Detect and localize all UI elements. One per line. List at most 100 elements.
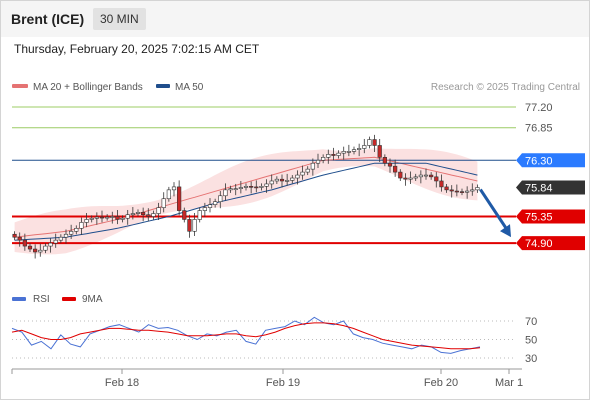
- candle-body: [423, 174, 429, 177]
- candle-body: [43, 245, 48, 251]
- candle-body: [115, 216, 120, 220]
- candle: [449, 185, 454, 198]
- candle: [38, 243, 43, 257]
- candle-body: [207, 204, 213, 208]
- candle: [63, 229, 69, 244]
- ma20-legend-swatch: [12, 84, 28, 88]
- candle: [254, 180, 259, 193]
- candle-body: [439, 180, 444, 188]
- candle: [161, 192, 166, 213]
- candle-body: [177, 186, 182, 211]
- candle: [459, 188, 465, 196]
- ma50-line: [14, 162, 478, 241]
- candle-body: [79, 222, 84, 229]
- candle-body: [454, 190, 459, 193]
- candle-body: [336, 152, 341, 156]
- candle-body: [418, 174, 423, 178]
- candle-body: [33, 248, 38, 253]
- candle: [125, 209, 130, 225]
- candle: [429, 172, 434, 180]
- candle-body: [120, 217, 125, 220]
- candle: [146, 208, 151, 222]
- rsi-legend-label: RSI: [33, 294, 50, 305]
- candle-body: [156, 207, 161, 214]
- candle: [326, 149, 331, 164]
- candle: [279, 174, 285, 188]
- candle: [151, 210, 156, 220]
- ma20-legend-label: MA 20 + Bollinger Bands: [33, 82, 143, 93]
- rsi-tick-label: 50: [525, 335, 537, 347]
- candle: [53, 233, 58, 248]
- candle-body: [84, 219, 89, 223]
- candle-body: [17, 236, 22, 241]
- candle: [17, 232, 22, 247]
- candle: [43, 243, 48, 254]
- level-value: 74.90: [525, 238, 553, 250]
- candle: [315, 153, 321, 168]
- candle: [470, 183, 475, 196]
- candle: [413, 173, 418, 181]
- candle: [22, 233, 27, 251]
- candle-body: [110, 216, 115, 218]
- candle-body: [22, 239, 27, 247]
- candle-body: [362, 145, 367, 149]
- candle: [310, 158, 315, 176]
- candle: [341, 146, 346, 160]
- level-tag: [516, 153, 585, 168]
- candle-body: [197, 210, 202, 220]
- candle: [434, 172, 439, 188]
- level-value: 77.20: [525, 102, 553, 114]
- candle: [27, 243, 33, 252]
- candle-body: [470, 189, 475, 192]
- candle: [269, 174, 274, 189]
- candle: [218, 191, 223, 209]
- candle: [408, 171, 413, 184]
- candle: [362, 138, 367, 154]
- candle-body: [274, 178, 279, 182]
- candle-body: [213, 201, 218, 205]
- candle-body: [27, 245, 33, 250]
- candle-body: [300, 171, 305, 176]
- candle: [357, 143, 362, 157]
- candle-body: [259, 186, 264, 188]
- candle: [238, 180, 243, 194]
- candle: [387, 158, 393, 173]
- level-tag: [516, 209, 585, 224]
- candle-body: [382, 157, 387, 164]
- candle: [300, 165, 305, 180]
- candle-body: [459, 191, 465, 193]
- candle-body: [249, 186, 254, 188]
- candle: [105, 214, 110, 221]
- candle: [367, 136, 372, 149]
- candle-body: [279, 178, 285, 182]
- ma9-legend-label: 9MA: [82, 294, 103, 305]
- candle-body: [69, 230, 74, 235]
- candle: [264, 179, 269, 193]
- candle: [207, 198, 213, 213]
- candle-body: [105, 216, 110, 219]
- candle: [243, 183, 249, 191]
- candle: [79, 217, 84, 235]
- candle-body: [135, 212, 141, 214]
- candle-body: [295, 174, 300, 179]
- level-label-75-35: 75.35: [516, 209, 585, 224]
- candle-body: [315, 159, 321, 164]
- timeframe-badge[interactable]: 30 MIN: [93, 8, 146, 30]
- candle: [33, 244, 38, 259]
- candle: [12, 231, 17, 241]
- candle: [89, 215, 94, 223]
- candle-body: [99, 216, 105, 219]
- candle-body: [285, 180, 290, 182]
- x-tick-label: Feb 18: [105, 377, 139, 389]
- candle-body: [254, 186, 259, 189]
- rsi-legend-swatch: [12, 297, 26, 301]
- candle-body: [429, 174, 434, 178]
- candle: [135, 209, 141, 217]
- timestamp: Thursday, February 20, 2025 7:02:15 AM C…: [14, 42, 260, 56]
- candle-body: [141, 212, 146, 216]
- candle: [130, 207, 135, 220]
- candle-body: [146, 214, 151, 217]
- level-tag: [516, 236, 585, 251]
- candle-body: [166, 189, 171, 200]
